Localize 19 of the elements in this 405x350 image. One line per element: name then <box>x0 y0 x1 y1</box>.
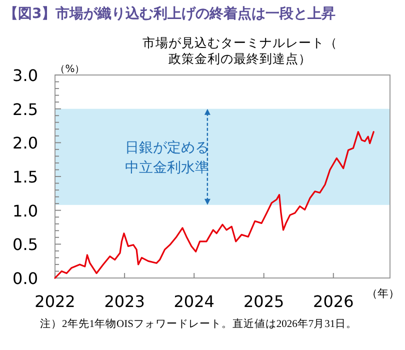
x-tick-label: 2023 <box>104 292 145 311</box>
y-axis-title: （%） <box>55 64 85 75</box>
y-tick-label: 1.0 <box>12 201 38 220</box>
text: 注）2年先1年物OISフォワードレート。直近値は2026年7月31日。 <box>40 317 358 330</box>
x-tick-label: 2025 <box>243 292 284 311</box>
x-tick-label: 2026 <box>313 292 354 311</box>
x-tick-label: 2022 <box>34 292 76 311</box>
y-tick-label: 0.0 <box>12 269 38 288</box>
y-tick-label: 3.0 <box>12 66 38 85</box>
band-label: 日銀が定める中立金利水準 <box>125 140 210 176</box>
y-tick-label: 2.0 <box>12 134 38 153</box>
line-series <box>54 131 374 279</box>
y-tick-label: 2.5 <box>12 100 38 119</box>
x-tick-label: 2024 <box>174 292 214 311</box>
chart-title: 【図3】市場が織り込む利上げの終着点は一段と上昇 <box>4 5 336 22</box>
y-tick-label: 0.5 <box>12 235 38 254</box>
x-axis-title: （年） <box>366 287 400 300</box>
chart-subtitle: 市場が見込むターミナルレート（政策金利の最終到達点） <box>142 35 338 66</box>
y-tick-label: 1.5 <box>12 168 38 186</box>
